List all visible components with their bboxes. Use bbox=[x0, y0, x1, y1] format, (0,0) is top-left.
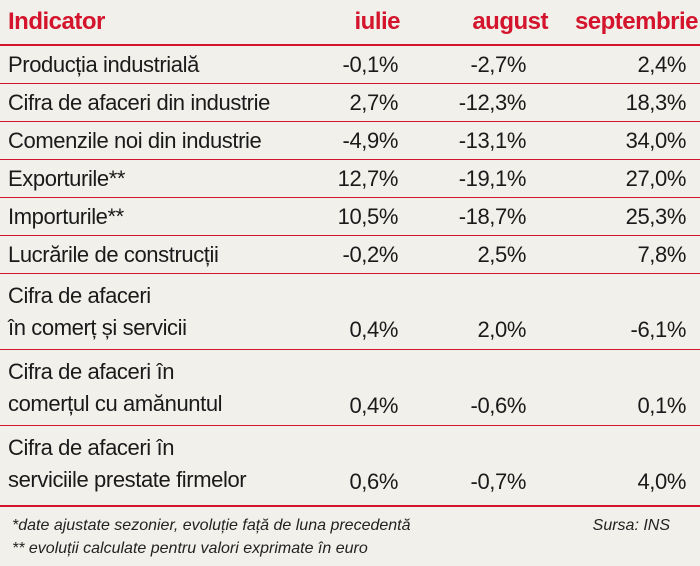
table-row: Comenzile noi din industrie -4,9% -13,1% 34… bbox=[0, 121, 700, 160]
table-row: Importurile** 10,5% -18,7% 25,3% bbox=[0, 197, 700, 236]
footnote-seasonal: *date ajustate sezonier, evoluție față d… bbox=[12, 517, 411, 534]
table-row: Lucrările de construcții -0,2% 2,5% 7,8% bbox=[0, 235, 700, 274]
value-cell-septembrie: 18,3% bbox=[552, 83, 700, 122]
value-cell-iulie: 10,5% bbox=[318, 197, 436, 236]
column-header-septembrie: septembrie bbox=[552, 0, 700, 46]
row-label-cell: Comenzile noi din industrie bbox=[0, 121, 318, 160]
value-cell-septembrie: 7,8% bbox=[552, 235, 700, 274]
value-cell-iulie: -4,9% bbox=[318, 121, 436, 160]
row-label-line: serviciile prestate firmelor bbox=[8, 466, 247, 492]
value-cell-august: -0,7% bbox=[470, 469, 527, 494]
table-row: Cifra de afaceri în comerțul cu amănuntul… bbox=[0, 349, 700, 426]
value-cell-iulie: -0,1% bbox=[318, 45, 436, 84]
value-cell-august: 2,0% bbox=[436, 273, 552, 350]
value-cell-iulie: -0,2% bbox=[318, 235, 436, 274]
value-cell-august: -12,3% bbox=[436, 83, 552, 122]
table-row: Cifra de afaceri în serviciile prestate f… bbox=[0, 426, 700, 502]
value-cell-iulie: 0,6% bbox=[349, 469, 398, 494]
column-header-iulie: iulie bbox=[318, 0, 436, 46]
value-cell-august: -2,7% bbox=[436, 45, 552, 84]
row-label-line: Cifra de afaceri bbox=[8, 282, 151, 308]
row-label-cell: Cifra de afaceri din industrie bbox=[0, 83, 318, 122]
row-label-line: Producția industrială bbox=[8, 51, 199, 77]
row-label-line: în comerț și servicii bbox=[8, 314, 187, 340]
column-header-indicator: Indicator bbox=[0, 0, 318, 46]
row-label-line: Lucrările de construcții bbox=[8, 241, 219, 267]
row-label-line: Importurile** bbox=[8, 203, 124, 229]
value-cell-iulie: 2,7% bbox=[318, 83, 436, 122]
value-cell-august: -13,1% bbox=[436, 121, 552, 160]
value-cell-septembrie: 4,0% bbox=[637, 469, 686, 494]
source-label: Sursa: INS bbox=[592, 517, 670, 534]
value-cell-septembrie: 25,3% bbox=[552, 197, 700, 236]
row-label-cell: Importurile** bbox=[0, 197, 318, 236]
row-label-line: Cifra de afaceri din industrie bbox=[8, 89, 270, 115]
table-row: Producția industrială -0,1% -2,7% 2,4% bbox=[0, 45, 700, 84]
value-cell-august: -19,1% bbox=[436, 159, 552, 198]
row-label-cell: Cifra de afaceri în serviciile prestate f… bbox=[0, 426, 318, 502]
value-cell-iulie: 12,7% bbox=[318, 159, 436, 198]
column-header-august: august bbox=[436, 0, 552, 46]
table-row: Cifra de afaceri din industrie 2,7% -12,3%… bbox=[0, 83, 700, 122]
value-cell-iulie: 0,4% bbox=[318, 349, 436, 426]
value-cell-septembrie: 2,4% bbox=[552, 45, 700, 84]
value-cell-iulie: 0,4% bbox=[318, 273, 436, 350]
value-cell-septembrie: -6,1% bbox=[552, 273, 700, 350]
indicator-table: Indicator iulie august septembrie Produc… bbox=[0, 0, 700, 501]
footnote-euro: ** evoluții calculate pentru valori expr… bbox=[12, 540, 368, 557]
row-label-line: Cifra de afaceri în bbox=[8, 358, 175, 384]
table-row: Cifra de afaceri în comerț și servicii 0,4… bbox=[0, 273, 700, 350]
row-label-cell: Lucrările de construcții bbox=[0, 235, 318, 274]
table-row: Exporturile** 12,7% -19,1% 27,0% bbox=[0, 159, 700, 198]
row-label-line: comerțul cu amănuntul bbox=[8, 390, 223, 416]
value-cell-august: 2,5% bbox=[436, 235, 552, 274]
row-label-cell: Exporturile** bbox=[0, 159, 318, 198]
value-cell-august: -0,6% bbox=[436, 349, 552, 426]
value-cell-august: -18,7% bbox=[436, 197, 552, 236]
row-label-cell: Producția industrială bbox=[0, 45, 318, 84]
row-label-cell: Cifra de afaceri în comerț și servicii bbox=[0, 273, 318, 350]
table-body: Producția industrială -0,1% -2,7% 2,4% Cifra… bbox=[0, 45, 700, 501]
footnote-area: *date ajustate sezonier, evoluție față d… bbox=[0, 505, 700, 566]
row-label-line: Cifra de afaceri în bbox=[8, 434, 175, 460]
row-label-line: Comenzile noi din industrie bbox=[8, 127, 262, 153]
value-cell-septembrie: 27,0% bbox=[552, 159, 700, 198]
row-label-cell: Cifra de afaceri în comerțul cu amănuntul bbox=[0, 349, 318, 426]
value-cell-septembrie: 34,0% bbox=[552, 121, 700, 160]
value-cell-septembrie: 0,1% bbox=[552, 349, 700, 426]
row-label-line: Exporturile** bbox=[8, 165, 126, 191]
table-header-row: Indicator iulie august septembrie bbox=[0, 0, 700, 46]
